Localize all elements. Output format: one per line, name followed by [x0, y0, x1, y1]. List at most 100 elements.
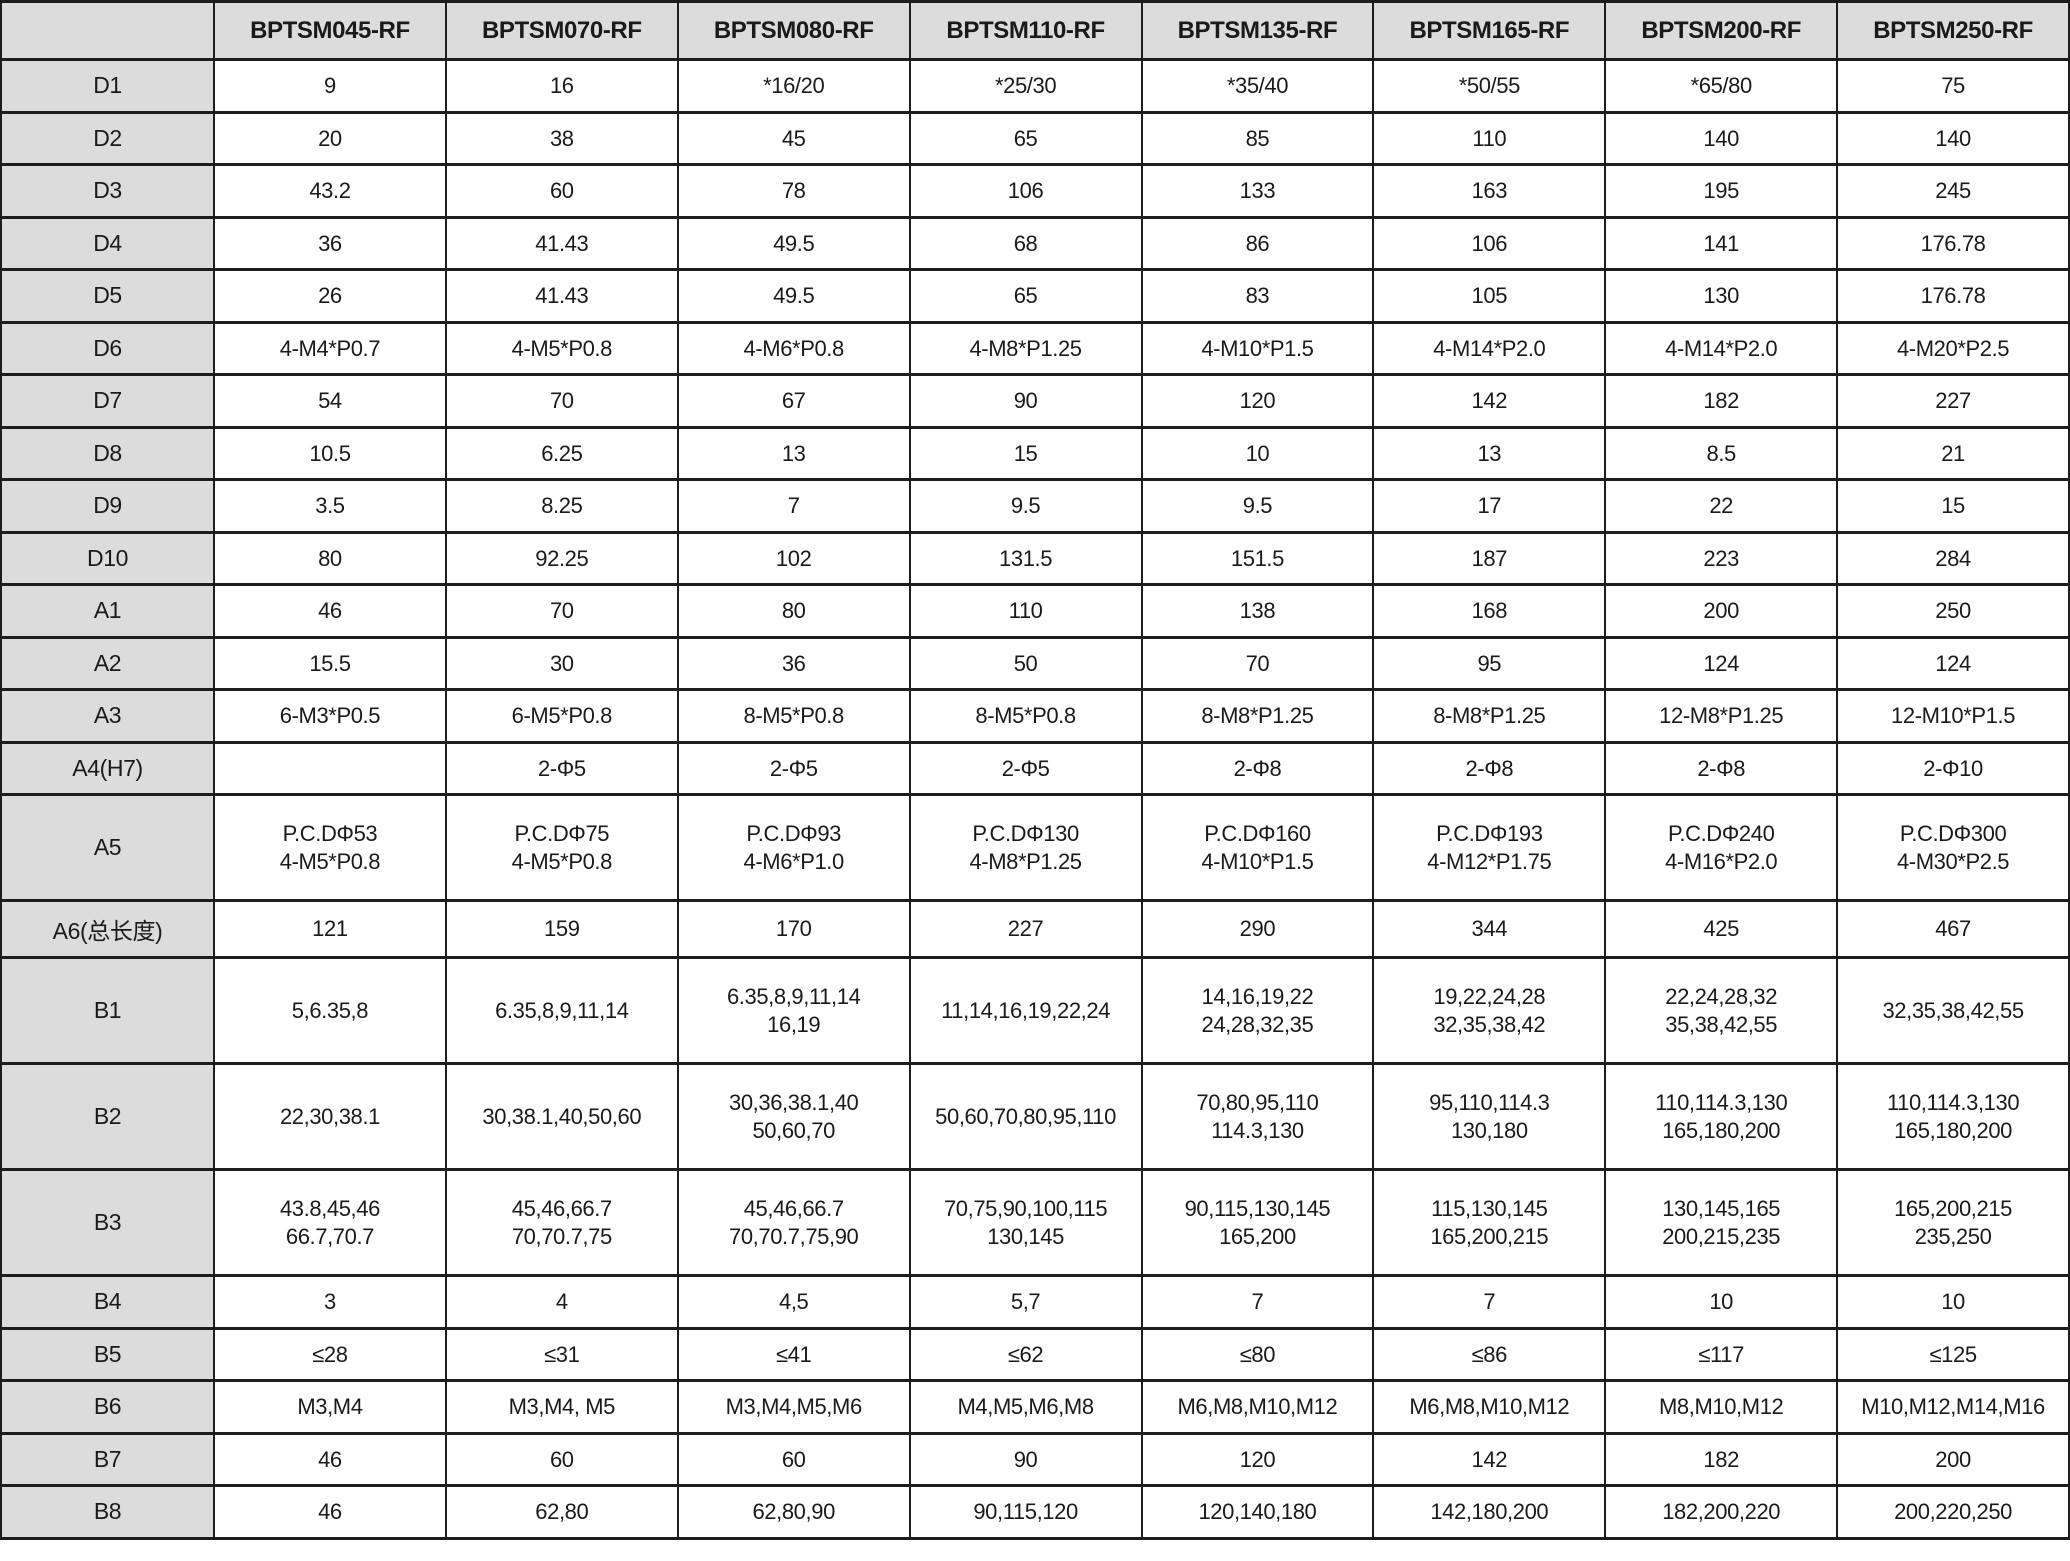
- spec-cell: 12-M8*P1.25: [1604, 688, 1839, 744]
- table-row: B4 3 4 4,5 5,7 7 7 10 10: [0, 1274, 2070, 1330]
- spec-cell: 8.5: [1604, 425, 1839, 481]
- spec-cell: 67: [676, 373, 911, 429]
- spec-cell: 110,114.3,130 165,180,200: [1836, 1062, 2070, 1171]
- spec-cell: 43.2: [213, 163, 447, 219]
- row-label: D3: [0, 163, 215, 219]
- row-label: D10: [0, 530, 215, 586]
- spec-cell: 245: [1836, 163, 2070, 219]
- spec-cell: 200,220,250: [1836, 1484, 2070, 1540]
- spec-cell: 46: [213, 583, 447, 639]
- spec-cell: 65: [908, 268, 1143, 324]
- spec-cell: 223: [1604, 530, 1839, 586]
- spec-cell: M3,M4: [213, 1379, 447, 1435]
- spec-cell: 141: [1604, 215, 1839, 271]
- spec-cell: 60: [676, 1431, 911, 1487]
- spec-cell: 80: [213, 530, 447, 586]
- table-row: D8 10.5 6.25 13 15 10 13 8.5 21: [0, 425, 2070, 481]
- spec-cell: 195: [1604, 163, 1839, 219]
- spec-cell: 290: [1140, 899, 1375, 959]
- column-header: BPTSM110-RF: [908, 0, 1143, 61]
- spec-cell: M3,M4,M5,M6: [676, 1379, 911, 1435]
- spec-cell: 121: [213, 899, 447, 959]
- spec-cell: 15: [908, 425, 1143, 481]
- spec-cell: 85: [1140, 110, 1375, 166]
- spec-cell: 6.35,8,9,11,14 16,19: [676, 956, 911, 1065]
- row-label: A2: [0, 635, 215, 691]
- spec-cell: P.C.DΦ160 4-M10*P1.5: [1140, 793, 1375, 902]
- spec-cell: ≤31: [444, 1326, 679, 1382]
- spec-cell: 26: [213, 268, 447, 324]
- spec-cell: *25/30: [908, 58, 1143, 114]
- spec-cell: 50,60,70,80,95,110: [908, 1062, 1143, 1171]
- spec-cell: P.C.DΦ240 4-M16*P2.0: [1604, 793, 1839, 902]
- spec-cell: 250: [1836, 583, 2070, 639]
- spec-cell: 32,35,38,42,55: [1836, 956, 2070, 1065]
- spec-cell: M6,M8,M10,M12: [1140, 1379, 1375, 1435]
- spec-cell: 62,80,90: [676, 1484, 911, 1540]
- spec-cell: 80: [676, 583, 911, 639]
- row-label: A4(H7): [0, 740, 215, 796]
- spec-cell: *35/40: [1140, 58, 1375, 114]
- spec-cell: 22: [1604, 478, 1839, 534]
- row-label: B2: [0, 1062, 215, 1171]
- spec-cell: 105: [1372, 268, 1607, 324]
- spec-cell: 130,145,165 200,215,235: [1604, 1168, 1839, 1277]
- spec-cell: 7: [676, 478, 911, 534]
- spec-cell: ≤86: [1372, 1326, 1607, 1382]
- spec-cell: 17: [1372, 478, 1607, 534]
- spec-cell: 92.25: [444, 530, 679, 586]
- spec-cell: 182: [1604, 373, 1839, 429]
- table-row: D2 20 38 45 65 85 110 140 140: [0, 110, 2070, 166]
- table-row: A6(总长度) 121 159 170 227 290 344 425 467: [0, 899, 2070, 959]
- spec-cell: 36: [676, 635, 911, 691]
- spec-cell: 120: [1140, 1431, 1375, 1487]
- spec-cell: 70: [444, 583, 679, 639]
- spec-cell: ≤125: [1836, 1326, 2070, 1382]
- spec-cell: 9.5: [908, 478, 1143, 534]
- header-row: BPTSM045-RF BPTSM070-RF BPTSM080-RF BPTSM11…: [0, 0, 2070, 61]
- table-row: D3 43.2 60 78 106 133 163 195 245: [0, 163, 2070, 219]
- spec-cell: 2-Φ8: [1372, 740, 1607, 796]
- spec-cell: 90,115,120: [908, 1484, 1143, 1540]
- spec-cell: 7: [1372, 1274, 1607, 1330]
- spec-cell: M8,M10,M12: [1604, 1379, 1839, 1435]
- spec-cell: 49.5: [676, 215, 911, 271]
- spec-cell: 45,46,66.7 70,70.7,75,90: [676, 1168, 911, 1277]
- table-header: BPTSM045-RF BPTSM070-RF BPTSM080-RF BPTSM11…: [0, 0, 2070, 61]
- spec-cell: 10: [1604, 1274, 1839, 1330]
- table-row: D1 9 16 *16/20 *25/30 *35/40 *50/55 *65/80 75: [0, 58, 2070, 114]
- spec-cell: *16/20: [676, 58, 911, 114]
- spec-cell: 2-Φ8: [1140, 740, 1375, 796]
- spec-cell: 8.25: [444, 478, 679, 534]
- spec-cell: 70,80,95,110 114.3,130: [1140, 1062, 1375, 1171]
- spec-cell: 60: [444, 163, 679, 219]
- spec-cell: 4-M20*P2.5: [1836, 320, 2070, 376]
- column-header: BPTSM200-RF: [1604, 0, 1839, 61]
- spec-cell: 10: [1140, 425, 1375, 481]
- spec-cell: 38: [444, 110, 679, 166]
- spec-cell: 120: [1140, 373, 1375, 429]
- spec-cell: 138: [1140, 583, 1375, 639]
- table-row: A5 P.C.DΦ53 4-M5*P0.8 P.C.DΦ75 4-M5*P0.8 P.C.…: [0, 793, 2070, 902]
- spec-cell: 110: [1372, 110, 1607, 166]
- spec-cell: P.C.DΦ193 4-M12*P1.75: [1372, 793, 1607, 902]
- spec-cell: 95: [1372, 635, 1607, 691]
- spec-cell: 4-M14*P2.0: [1604, 320, 1839, 376]
- spec-cell: 19,22,24,28 32,35,38,42: [1372, 956, 1607, 1065]
- row-label: D9: [0, 478, 215, 534]
- spec-cell: 12-M10*P1.5: [1836, 688, 2070, 744]
- spec-cell: 200: [1604, 583, 1839, 639]
- spec-cell: 30: [444, 635, 679, 691]
- spec-cell: 75: [1836, 58, 2070, 114]
- spec-cell: *65/80: [1604, 58, 1839, 114]
- spec-cell: P.C.DΦ93 4-M6*P1.0: [676, 793, 911, 902]
- table-row: D9 3.5 8.25 7 9.5 9.5 17 22 15: [0, 478, 2070, 534]
- spec-cell: 142: [1372, 1431, 1607, 1487]
- spec-cell: 187: [1372, 530, 1607, 586]
- spec-cell: 45: [676, 110, 911, 166]
- spec-cell: 102: [676, 530, 911, 586]
- row-label: A5: [0, 793, 215, 902]
- spec-cell: 131.5: [908, 530, 1143, 586]
- spec-cell: 4,5: [676, 1274, 911, 1330]
- spec-cell: 4-M8*P1.25: [908, 320, 1143, 376]
